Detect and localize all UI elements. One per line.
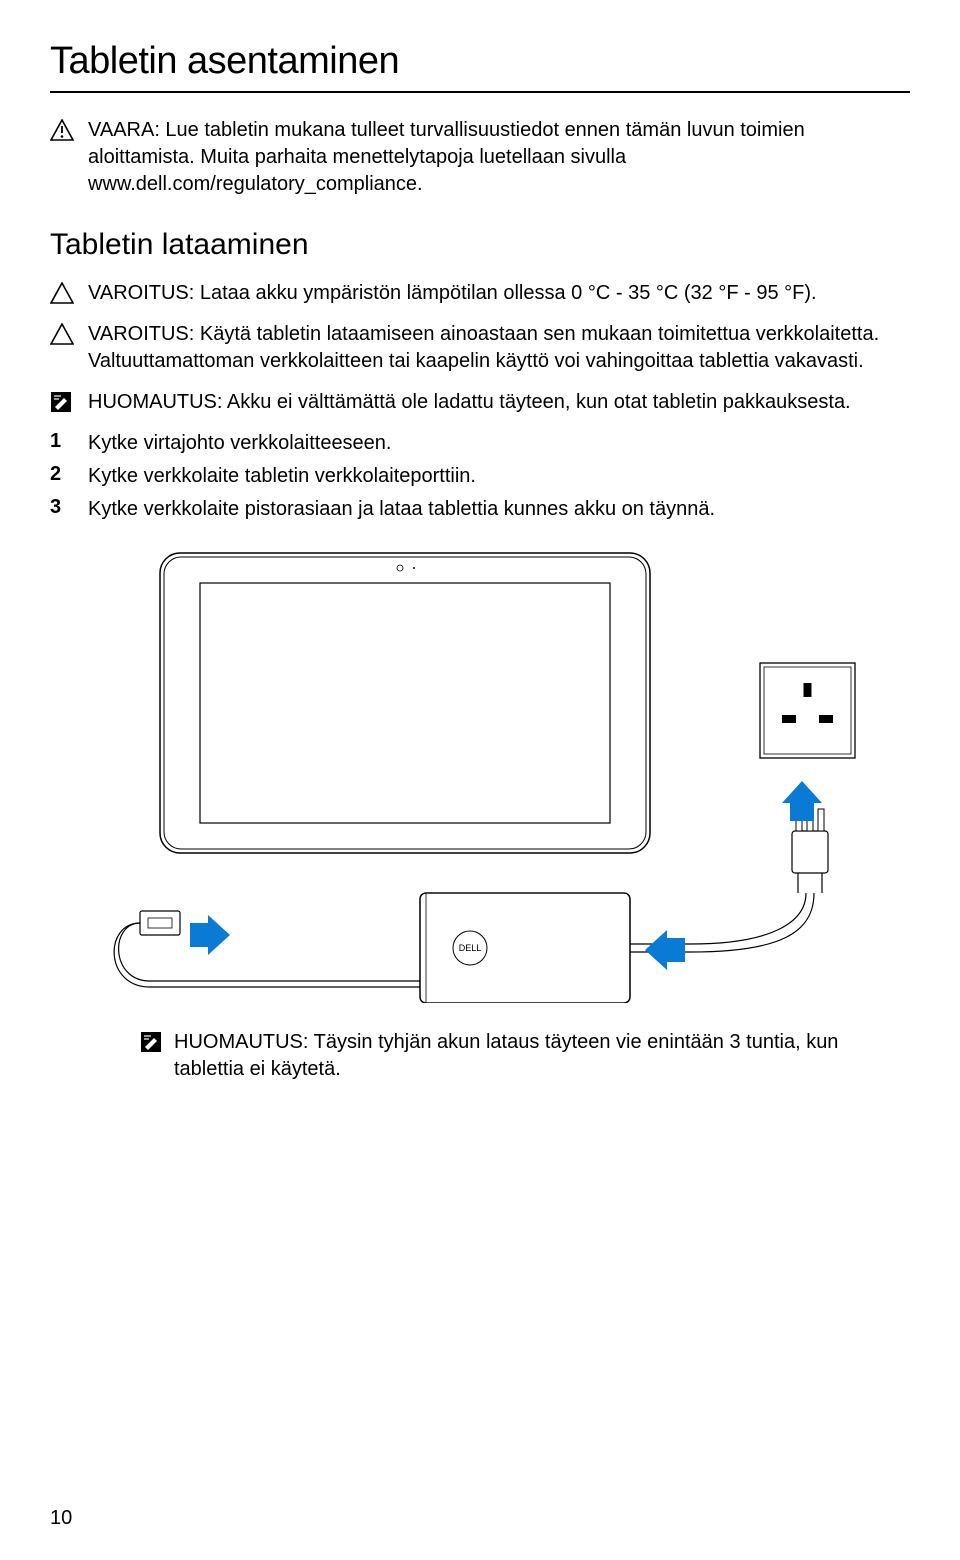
caution-icon [50,321,88,345]
caution-label-1: VAROITUS: [88,282,194,304]
caution-text-2: VAROITUS: Käytä tabletin lataamiseen ain… [88,321,910,375]
step-number-1: 1 [50,430,88,453]
page-number: 10 [50,1507,72,1530]
step-text-2: Kytke verkkolaite tabletin verkkolaitepo… [88,463,910,490]
step-number-2: 2 [50,463,88,486]
svg-text:DELL: DELL [459,943,482,953]
warning-icon [50,117,88,141]
warning-body: Lue tabletin mukana tulleet turvallisuus… [88,119,805,195]
caution-text-1: VAROITUS: Lataa akku ympäristön lämpötil… [88,280,910,307]
note-icon [140,1029,174,1053]
caution-body-2: Käytä tabletin lataamiseen ainoastaan se… [88,323,879,372]
note-label-2: HUOMAUTUS: [174,1031,308,1053]
note-block-1: HUOMAUTUS: Akku ei välttämättä ole ladat… [50,389,910,416]
caution-block-2: VAROITUS: Käytä tabletin lataamiseen ain… [50,321,910,375]
warning-label: VAARA: [88,119,160,141]
warning-block: VAARA: Lue tabletin mukana tulleet turva… [50,117,910,198]
step-2: 2 Kytke verkkolaite tabletin verkkolaite… [50,463,910,490]
step-3: 3 Kytke verkkolaite pistorasiaan ja lata… [50,496,910,523]
step-number-3: 3 [50,496,88,519]
note-label-1: HUOMAUTUS: [88,391,222,413]
note-icon [50,389,88,413]
charging-diagram: DELL [90,543,910,1009]
note-body-1: Akku ei välttämättä ole ladattu täyteen,… [222,391,850,413]
step-text-1: Kytke virtajohto verkkolaitteeseen. [88,430,910,457]
page-title: Tabletin asentaminen [50,40,910,93]
caution-body-1: Lataa akku ympäristön lämpötilan ollessa… [194,282,816,304]
step-text-3: Kytke verkkolaite pistorasiaan ja lataa … [88,496,910,523]
warning-text: VAARA: Lue tabletin mukana tulleet turva… [88,117,910,198]
caution-block-1: VAROITUS: Lataa akku ympäristön lämpötil… [50,280,910,307]
caution-icon [50,280,88,304]
note-block-2: HUOMAUTUS: Täysin tyhjän akun lataus täy… [140,1029,910,1083]
note-text-2: HUOMAUTUS: Täysin tyhjän akun lataus täy… [174,1029,910,1083]
section-subtitle: Tabletin lataaminen [50,228,910,262]
note-text-1: HUOMAUTUS: Akku ei välttämättä ole ladat… [88,389,910,416]
caution-label-2: VAROITUS: [88,323,194,345]
step-1: 1 Kytke virtajohto verkkolaitteeseen. [50,430,910,457]
